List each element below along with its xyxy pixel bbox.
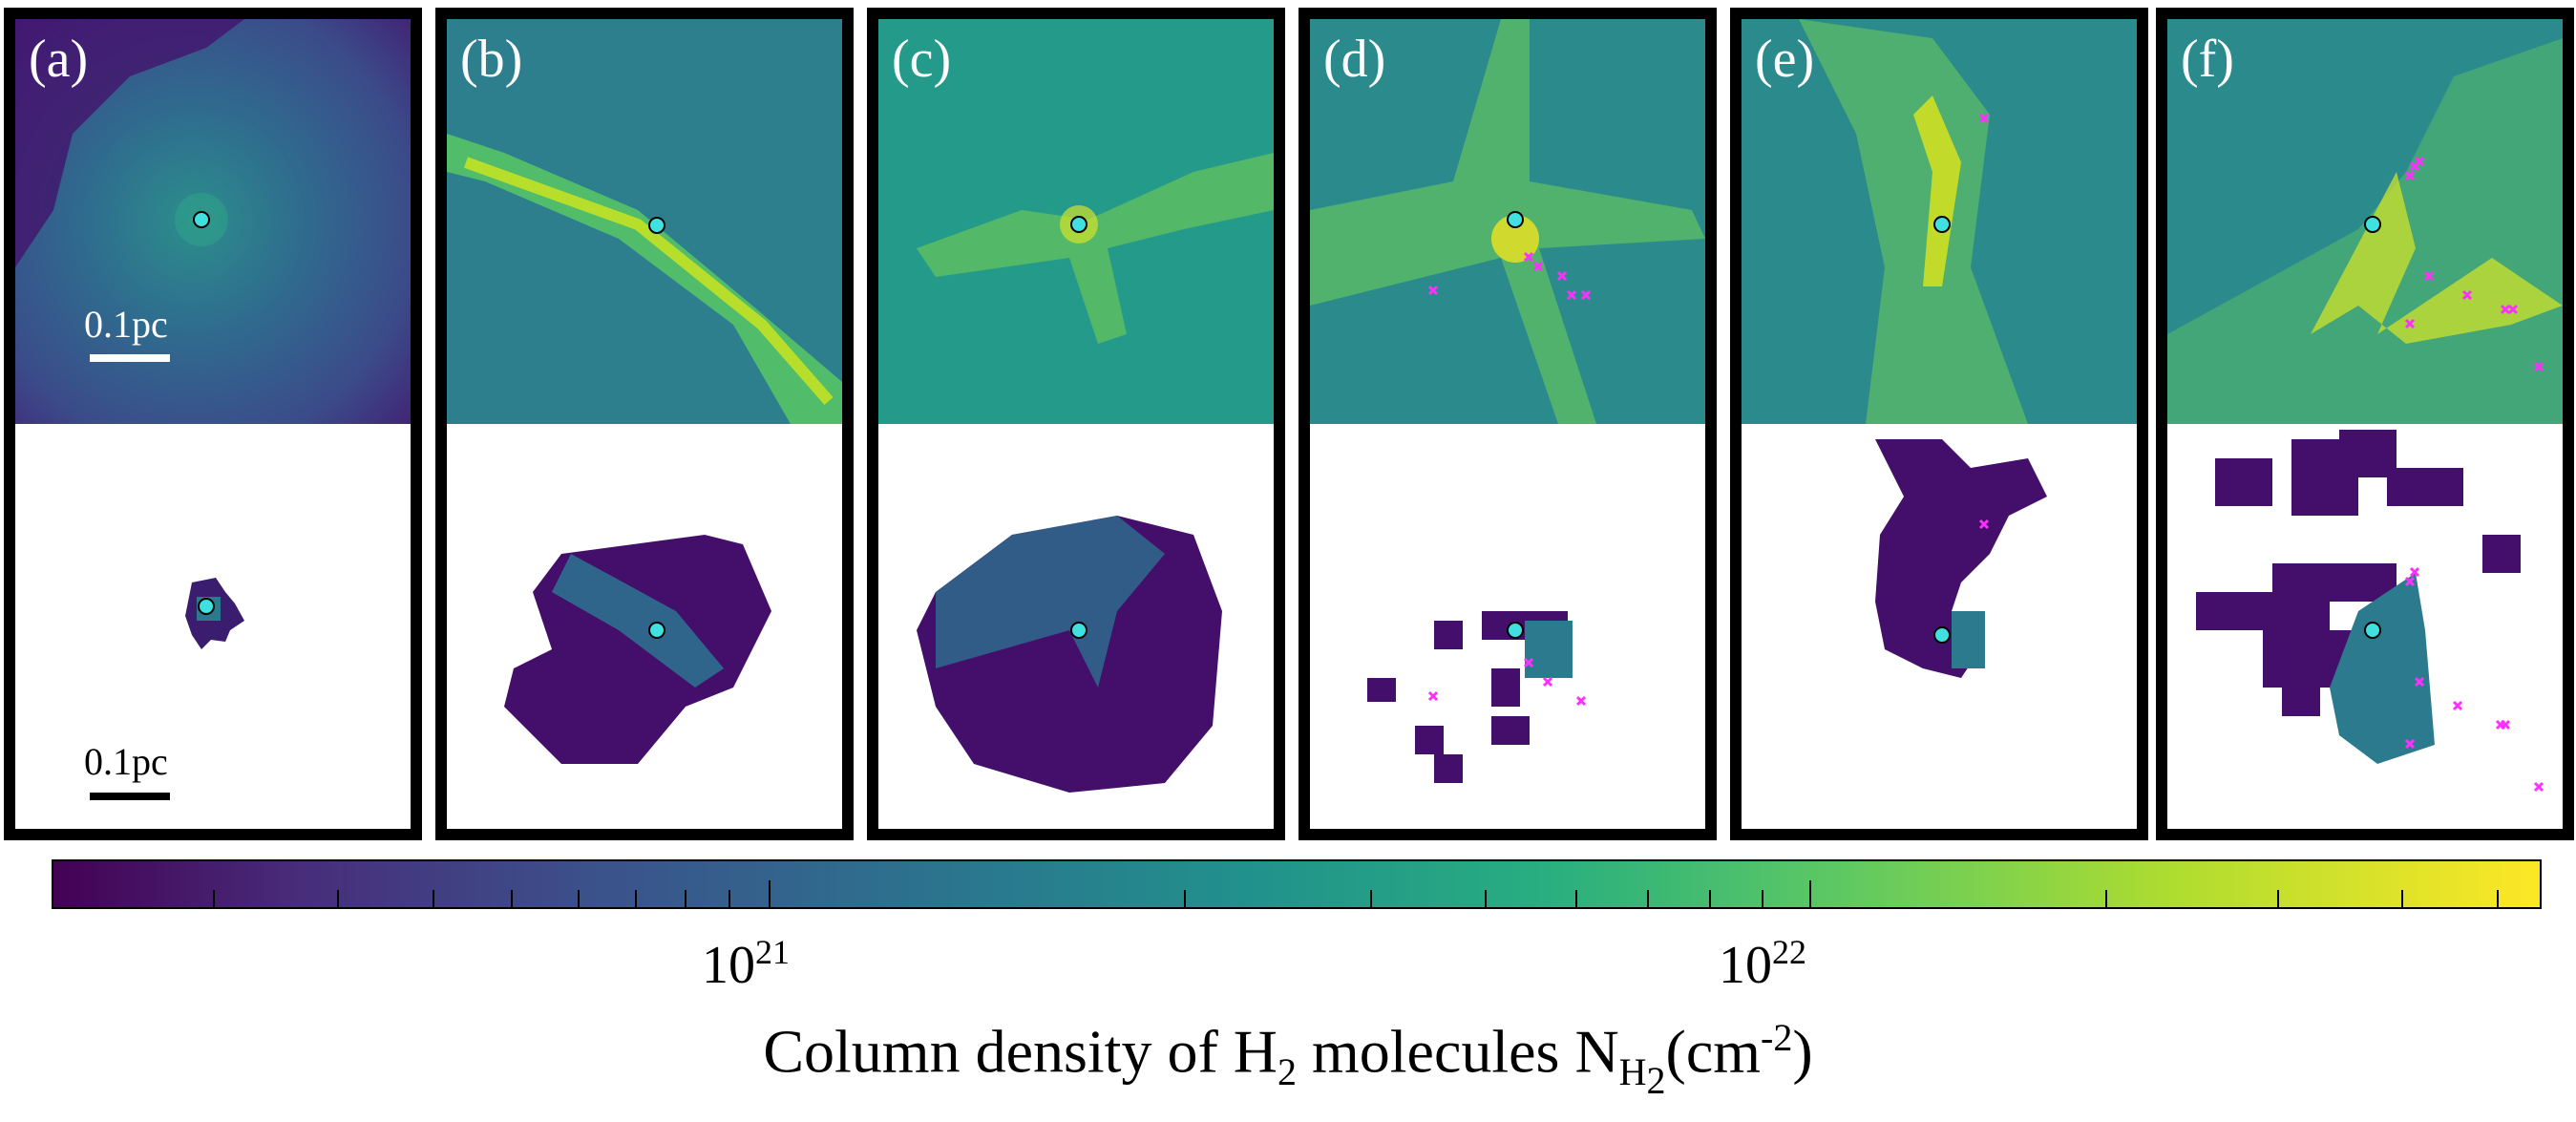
panel-a-image	[15, 19, 411, 829]
panel-label: (c)	[892, 30, 952, 89]
panel-label: (d)	[1323, 30, 1386, 89]
panel-e: (e)	[1730, 8, 2148, 840]
colorbar-ticks	[213, 880, 2499, 907]
colorbar-tick-label-1e22: 1022	[1719, 933, 1806, 995]
panel-c: (c)	[867, 8, 1285, 840]
colorbar-tick-label-1e21: 1021	[702, 933, 790, 995]
scale-label-bottom: 0.1pc	[84, 740, 168, 783]
panel-f: (f)	[2156, 8, 2574, 840]
star-cross-icons	[1427, 251, 1592, 301]
scale-label-top: 0.1pc	[84, 303, 168, 346]
scale-bar-bottom	[90, 793, 170, 800]
colorbar-title: Column density of H2 molecules NH2(cm-2)	[763, 1016, 1813, 1103]
panel-b: (b)	[435, 8, 854, 840]
panel-label: (f)	[2181, 30, 2234, 89]
colorbar	[52, 859, 2542, 909]
sink-marker-icon	[193, 211, 210, 228]
panel-label: (b)	[460, 30, 523, 89]
scale-bar-top	[90, 354, 170, 362]
panel-label: (e)	[1755, 30, 1815, 89]
panel-a: (a) 0.1pc 0.1pc	[4, 8, 422, 840]
panel-label: (a)	[29, 30, 89, 89]
panel-d: (d)	[1299, 8, 1717, 840]
